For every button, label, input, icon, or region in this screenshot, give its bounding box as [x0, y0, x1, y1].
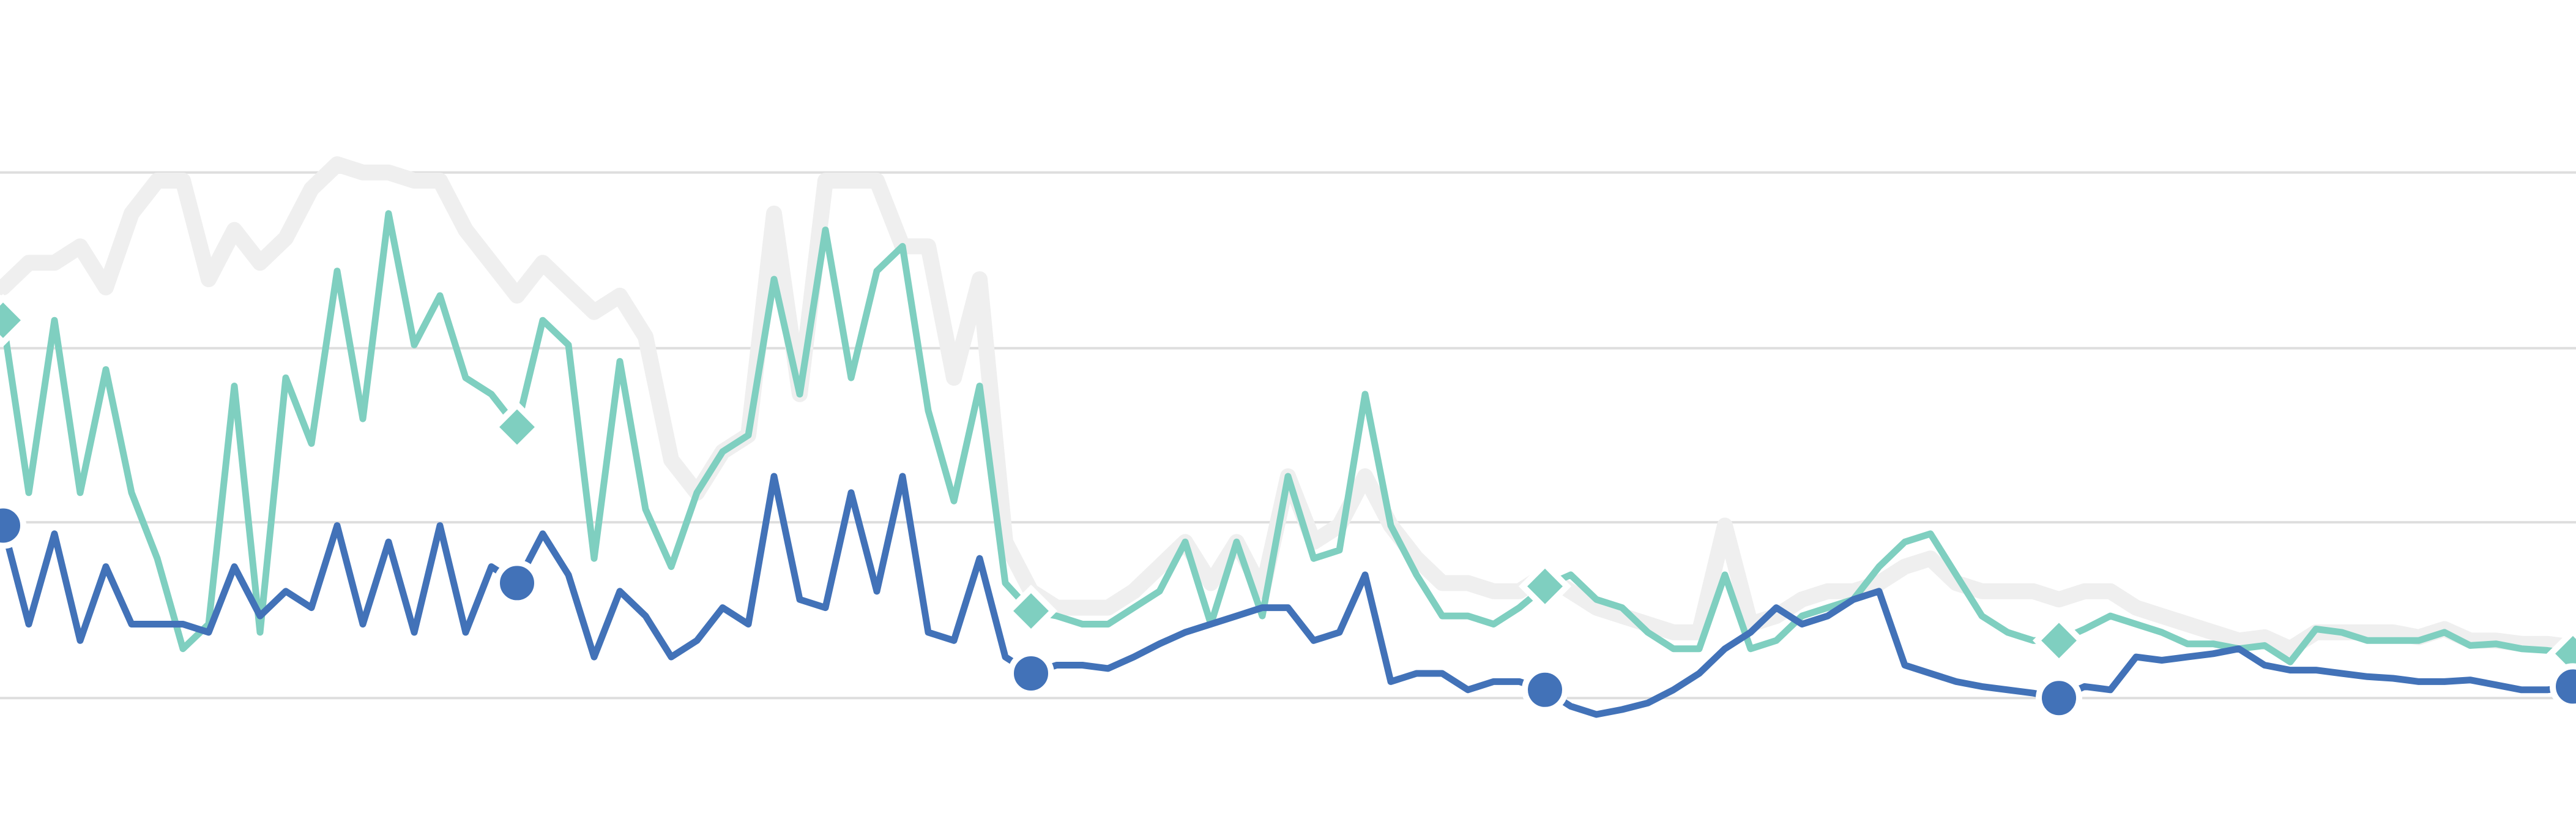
line-marker — [2550, 663, 2576, 710]
line-marker — [0, 294, 30, 347]
line-marker — [2032, 614, 2086, 667]
series-line — [0, 210, 2576, 665]
line-marker — [0, 502, 26, 549]
series-line — [0, 473, 2576, 718]
line-marker — [490, 400, 544, 454]
line-marker — [1522, 666, 1568, 713]
line-marker — [1004, 584, 1058, 638]
line-marker — [1518, 560, 1572, 613]
line-marker — [494, 560, 540, 607]
line-marker — [2036, 675, 2082, 722]
line-marker — [1008, 650, 1054, 697]
